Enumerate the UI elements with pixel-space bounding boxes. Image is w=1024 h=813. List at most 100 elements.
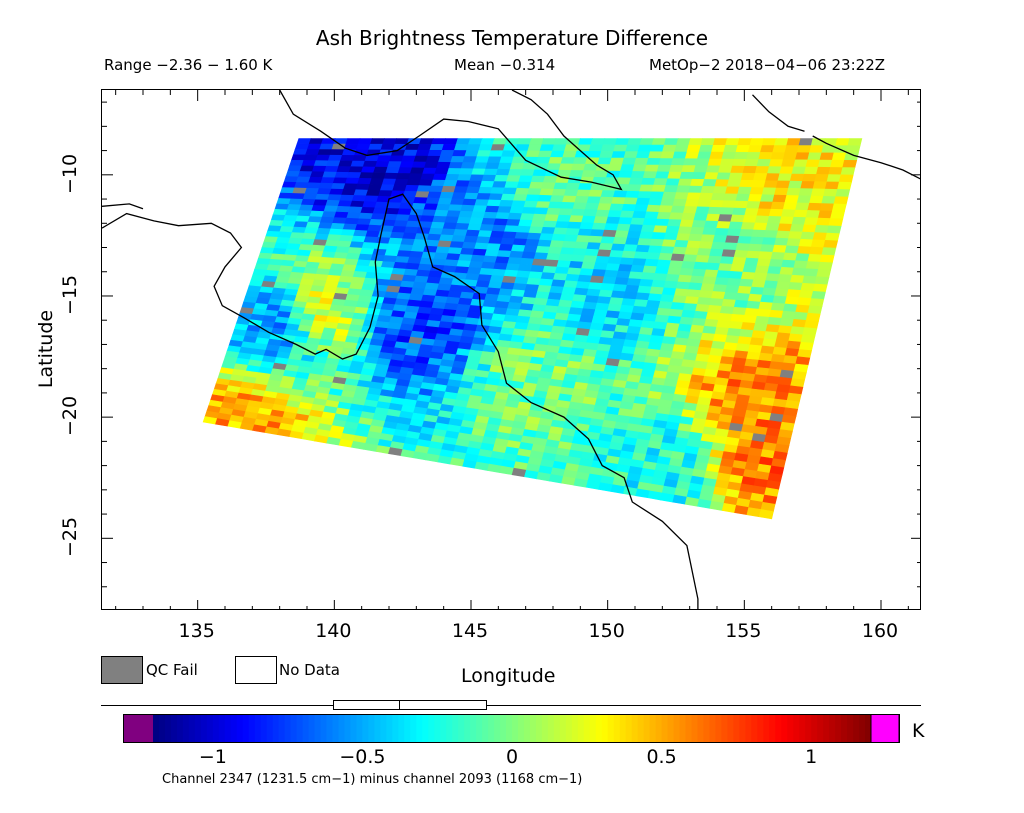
colorbar-bin xyxy=(176,714,184,743)
swath-cell xyxy=(463,279,479,288)
colorbar-bin xyxy=(523,714,531,743)
swath-cell xyxy=(626,184,642,192)
swath-cell xyxy=(728,320,744,330)
swath-cell xyxy=(735,193,751,202)
swath-cell xyxy=(803,217,819,226)
swath-cell xyxy=(612,283,628,293)
swath-cell xyxy=(374,242,389,251)
swath-cell xyxy=(437,155,453,163)
swath-cell xyxy=(467,138,483,145)
swath-cell xyxy=(767,316,782,326)
swath-cell xyxy=(463,235,479,244)
swath-cell xyxy=(388,237,403,245)
swath-cell xyxy=(572,157,588,165)
swath-cell xyxy=(341,189,357,196)
swath-cell xyxy=(465,186,481,194)
swath-cell xyxy=(605,263,621,272)
swath-cell xyxy=(402,190,418,198)
swath-cell xyxy=(772,244,788,254)
swath-cell xyxy=(630,171,646,179)
swath-cell xyxy=(402,232,418,240)
swath-cell xyxy=(548,157,564,165)
y-tick-label: −20 xyxy=(59,396,81,437)
colorbar-bin xyxy=(517,714,525,743)
swath-cell xyxy=(358,212,374,220)
swath-cell xyxy=(625,144,641,152)
swath-cell xyxy=(481,261,496,270)
mean-text: Mean −0.314 xyxy=(454,56,556,74)
swath-cell xyxy=(754,265,770,274)
swath-cell xyxy=(284,209,300,217)
swath-cell xyxy=(510,244,526,253)
swath-cell xyxy=(739,278,754,288)
swath-cell xyxy=(784,195,800,204)
swath-cell xyxy=(798,290,814,299)
swath-cell xyxy=(516,181,532,189)
swath-cell xyxy=(814,174,830,183)
swath-cell xyxy=(486,156,502,164)
swath-cell xyxy=(472,248,488,257)
swath-cell xyxy=(797,297,812,307)
swath-cell xyxy=(709,500,725,511)
colorbar-bin xyxy=(655,714,663,743)
swath-cell xyxy=(321,211,337,218)
swath-cell xyxy=(465,273,480,281)
swath-cell xyxy=(665,225,681,234)
swath-cell xyxy=(786,238,802,247)
colorbar-bin xyxy=(529,714,537,743)
colorbar-bin xyxy=(643,714,651,743)
swath-cell xyxy=(583,209,598,217)
swath-cell xyxy=(439,234,454,242)
swath-cell xyxy=(710,291,726,300)
swath-cell xyxy=(642,171,658,179)
swath-cell xyxy=(695,206,710,215)
swath-cell xyxy=(413,155,429,163)
swath-cell xyxy=(532,169,548,177)
swath-cell xyxy=(590,229,605,238)
colorbar-caption: Channel 2347 (1231.5 cm−1) minus channel… xyxy=(162,772,583,787)
swath-cell xyxy=(378,190,394,197)
x-tick-label: 140 xyxy=(315,620,352,642)
swath-cell xyxy=(819,203,835,212)
swath-cell xyxy=(670,205,686,214)
swath-cell xyxy=(431,138,447,145)
swath-cell xyxy=(790,326,805,336)
swath-cell xyxy=(661,287,677,296)
swath-cell xyxy=(746,300,761,310)
swath-cell xyxy=(448,204,463,212)
colorbar-bin xyxy=(488,714,495,743)
swath-cell xyxy=(625,190,640,199)
swath-cell xyxy=(696,297,712,306)
swath-cell xyxy=(542,220,558,229)
swath-cell xyxy=(725,138,740,146)
swath-cell xyxy=(414,233,430,241)
swath-cell xyxy=(718,312,733,322)
swath-cell xyxy=(816,217,831,227)
colorbar-bin xyxy=(697,714,705,743)
colorbar-bin xyxy=(631,714,639,743)
swath-cell xyxy=(348,206,364,214)
swath-cell xyxy=(707,206,723,215)
swath-cell xyxy=(739,179,754,188)
map-plot-area xyxy=(101,89,921,610)
swath-cell xyxy=(436,161,452,169)
swath-cell xyxy=(516,138,532,146)
swath-cell xyxy=(607,210,623,218)
swath-cell xyxy=(556,260,572,269)
swath-cell xyxy=(511,200,527,208)
swath-cell xyxy=(420,173,436,181)
colorbar-bin xyxy=(254,714,262,743)
swath-cell xyxy=(429,144,445,151)
swath-cell xyxy=(328,228,344,236)
colorbar-bin xyxy=(679,714,687,743)
swath-cell xyxy=(812,181,828,190)
swath-cell xyxy=(754,315,770,325)
swath-cell xyxy=(663,280,679,290)
swath-cell xyxy=(346,172,362,179)
swath-cell xyxy=(495,212,511,220)
swath-cell xyxy=(730,313,746,323)
swath-cell xyxy=(501,275,517,284)
swath-cell xyxy=(528,181,544,190)
swath-cell xyxy=(662,144,677,153)
swath-cell xyxy=(621,157,637,166)
